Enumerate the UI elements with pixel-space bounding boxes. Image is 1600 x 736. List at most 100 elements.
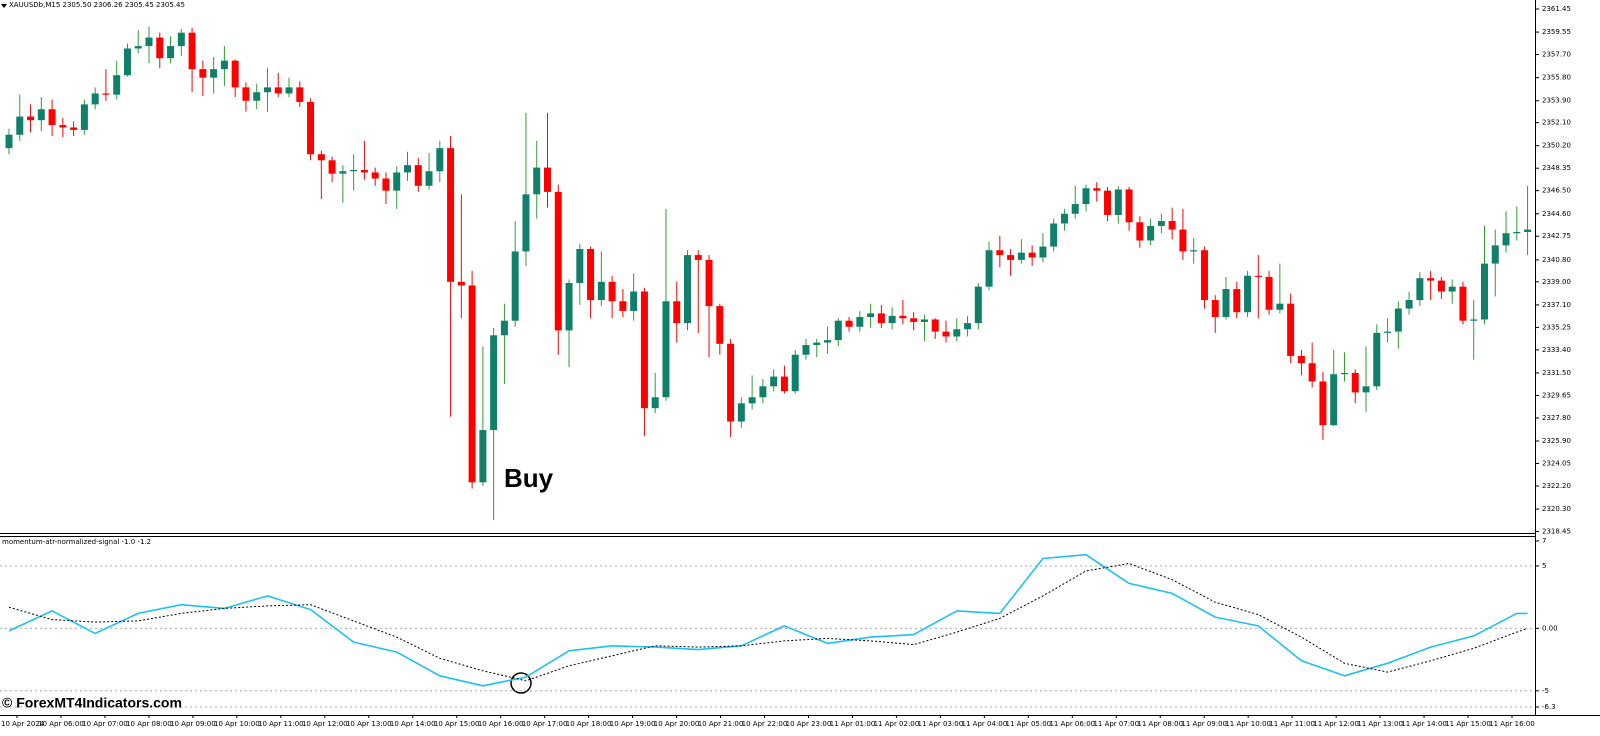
- candle-body: [350, 170, 358, 172]
- candle-body: [1448, 286, 1456, 292]
- candle-body: [27, 116, 35, 121]
- collapse-icon: [1, 4, 7, 8]
- x-tick-label: 11 Apr 10:00: [1225, 720, 1271, 728]
- x-tick-label: 10 Apr 14:00: [390, 720, 436, 728]
- y-tick-label: 5: [1542, 562, 1546, 570]
- candle-body: [1416, 278, 1424, 301]
- candle-body: [70, 127, 78, 130]
- x-tick-label: 10 Apr 23:00: [786, 720, 832, 728]
- candle-body: [1319, 381, 1327, 426]
- candle-body: [824, 340, 832, 343]
- candle-body: [910, 318, 918, 322]
- y-tick-label: 2340.80: [1542, 256, 1571, 264]
- candle-body: [1502, 233, 1510, 246]
- candle-body: [339, 171, 347, 174]
- candle-body: [1265, 276, 1273, 310]
- y-tick-label: 2331.50: [1542, 369, 1571, 377]
- candle-body: [996, 250, 1004, 256]
- x-tick-label: 10 Apr 13:00: [346, 720, 392, 728]
- candle-body: [1373, 332, 1381, 387]
- annotation: Buy: [504, 463, 554, 493]
- y-tick-label: 7: [1542, 537, 1546, 545]
- candle-body: [1362, 386, 1370, 393]
- candle-body: [640, 291, 648, 409]
- candle-body: [845, 320, 853, 327]
- candle-body: [888, 315, 896, 324]
- candle-body: [296, 87, 304, 102]
- candle-body: [759, 386, 767, 398]
- y-tick-label: 2329.65: [1542, 391, 1571, 399]
- candle-body: [1480, 263, 1488, 320]
- candle-body: [123, 48, 131, 76]
- candle-body: [544, 167, 551, 192]
- candle-body: [608, 281, 616, 302]
- candle-body: [1050, 223, 1058, 247]
- candle-body: [748, 397, 756, 404]
- candle-body: [1125, 189, 1133, 223]
- candle-body: [425, 171, 433, 186]
- candle-body: [91, 93, 99, 105]
- candle-body: [134, 46, 142, 49]
- x-tick-label: 10 Apr 16:00: [478, 720, 524, 728]
- y-tick-label: 2361.45: [1542, 5, 1571, 13]
- y-tick-label: 2327.80: [1542, 414, 1571, 422]
- x-tick-label: 11 Apr 15:00: [1445, 720, 1491, 728]
- x-tick-label: 11 Apr 01:00: [830, 720, 876, 728]
- x-tick-label: 10 Apr 06:00: [38, 720, 84, 728]
- candle-body: [59, 125, 67, 128]
- candle-body: [145, 37, 153, 47]
- x-tick-label: 11 Apr 12:00: [1313, 720, 1359, 728]
- candle-body: [1060, 213, 1068, 224]
- candle-body: [468, 285, 476, 483]
- cross-marker: [510, 672, 532, 694]
- candle-body: [1340, 372, 1348, 375]
- candle-body: [113, 75, 121, 95]
- candle-body: [1254, 275, 1262, 277]
- candle-body: [1276, 303, 1284, 310]
- candle-body: [403, 165, 411, 173]
- x-tick-label: 10 Apr 19:00: [610, 720, 656, 728]
- x-tick-label: 10 Apr 21:00: [698, 720, 744, 728]
- candle-body: [457, 281, 465, 286]
- candle-body: [253, 92, 261, 101]
- candle-body: [630, 291, 638, 311]
- candle-body: [360, 170, 368, 173]
- candle-body: [393, 172, 401, 191]
- candle-body: [587, 249, 595, 301]
- x-tick-label: 10 Apr 08:00: [126, 720, 172, 728]
- candle-body: [156, 37, 164, 59]
- y-tick-label: 2346.50: [1542, 187, 1571, 195]
- y-tick-label: 2335.25: [1542, 323, 1571, 331]
- candle-body: [1394, 308, 1402, 332]
- candle-body: [1082, 188, 1090, 205]
- candle-body: [964, 323, 972, 330]
- candle-body: [1287, 303, 1295, 356]
- candle-body: [307, 101, 315, 155]
- candle-body: [1147, 225, 1155, 241]
- candle-body: [1190, 250, 1198, 252]
- x-tick-label: 11 Apr 04:00: [962, 720, 1008, 728]
- candle-body: [791, 354, 799, 392]
- candle-body: [490, 335, 498, 431]
- candle-body: [285, 87, 293, 94]
- candle-body: [1017, 252, 1025, 260]
- candle-body: [813, 342, 821, 346]
- candle-body: [1211, 300, 1219, 318]
- candle-body: [1244, 275, 1252, 313]
- x-tick-label: 11 Apr 03:00: [918, 720, 964, 728]
- candle-body: [737, 403, 745, 422]
- candle-body: [1427, 278, 1435, 281]
- y-tick-label: 2322.20: [1542, 482, 1571, 490]
- y-tick-label: 2344.60: [1542, 210, 1571, 218]
- x-tick-label: 11 Apr 14:00: [1401, 720, 1447, 728]
- candle-body: [1351, 372, 1359, 393]
- candle-body: [802, 345, 810, 355]
- y-tick-label: 2353.90: [1542, 97, 1571, 105]
- candle-body: [1491, 245, 1499, 264]
- candle-body: [899, 315, 907, 319]
- candle-body: [1297, 355, 1305, 364]
- x-tick-label: 10 Apr 11:00: [258, 720, 304, 728]
